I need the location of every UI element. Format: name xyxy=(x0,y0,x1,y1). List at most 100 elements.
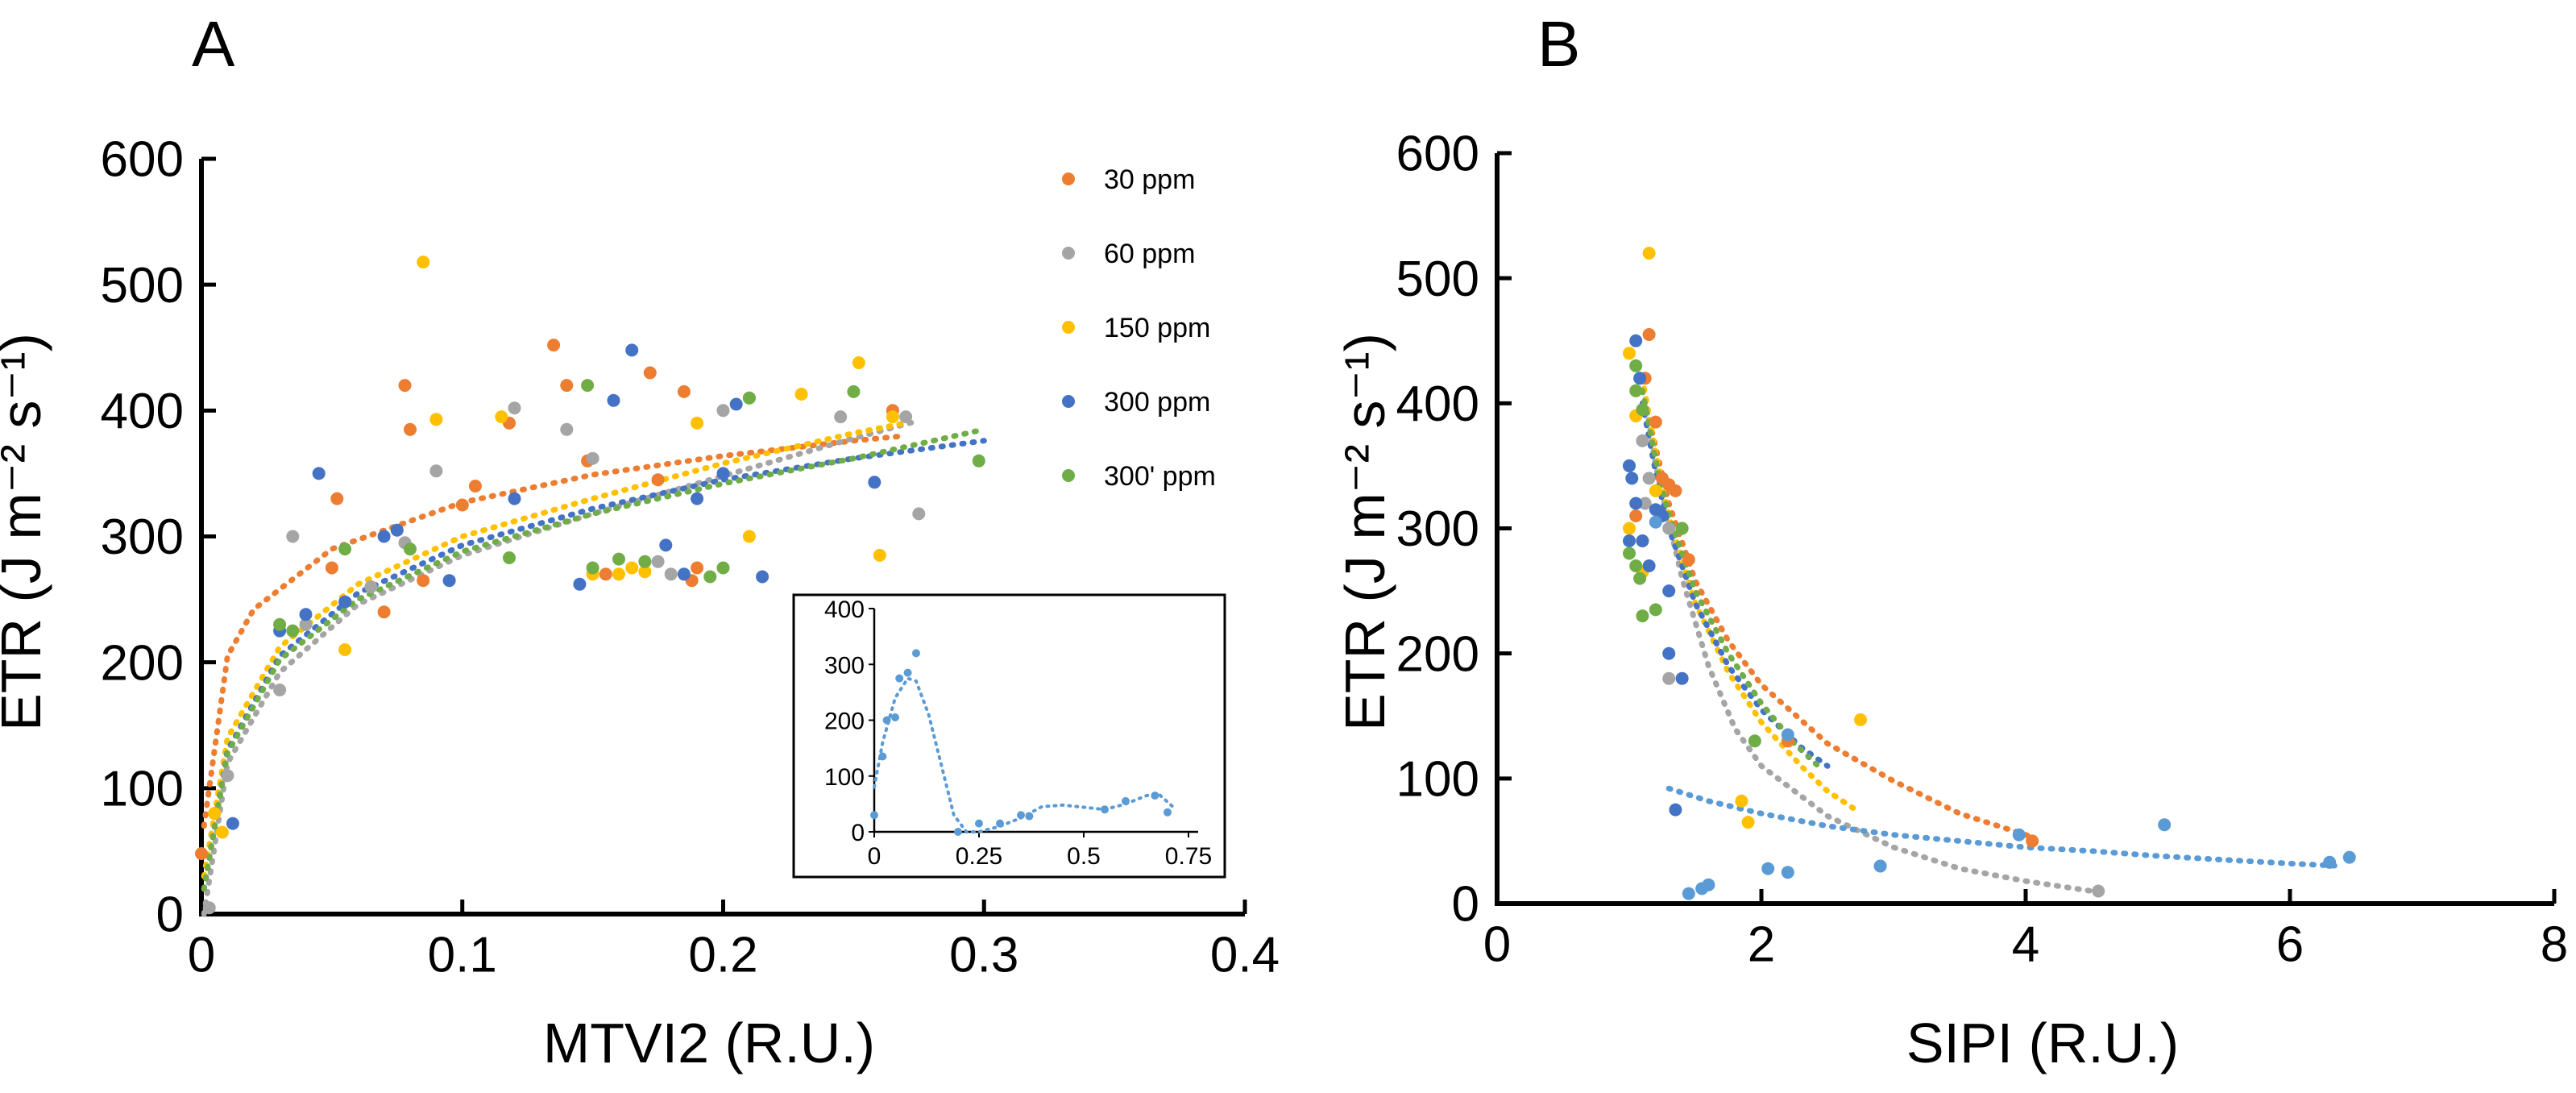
panel-a-point-300-ppm xyxy=(742,391,756,405)
panel-b-point-150-ppm xyxy=(1623,522,1636,535)
panel-a-point-300-ppm xyxy=(312,467,326,480)
panel-a-axes: 0 100 200 300 400 500 600 0 0.1 0.2 0.3 0.4 xyxy=(101,132,1280,983)
panel-b-point-series-5 xyxy=(1873,859,1887,873)
legend-label-30-ppm: 30 ppm xyxy=(1104,164,1195,195)
panel-a-point-60-ppm xyxy=(429,464,443,478)
panel-b-point-300-ppm xyxy=(1629,497,1643,510)
panel-a-point-30-ppm xyxy=(195,847,208,860)
panel-b-y-tick-label: 300 xyxy=(1396,501,1479,557)
panel-b-point-300-ppm xyxy=(1623,546,1636,560)
panel-a-y-tick-label: 600 xyxy=(101,132,184,188)
panel-b-y-tick-label: 200 xyxy=(1396,626,1479,682)
panel-b-x-tick-label: 0 xyxy=(1483,917,1511,973)
panel-b-point-series-5 xyxy=(2342,850,2356,864)
inset-point xyxy=(895,674,904,683)
panel-a-x-tick-label: 0 xyxy=(188,928,215,983)
panel-b-y-tick-label: 100 xyxy=(1396,752,1479,808)
panel-b-point-300-ppm xyxy=(1623,459,1636,472)
panel-a-point-150-ppm xyxy=(873,548,886,562)
legend-marker-300-ppm xyxy=(1062,469,1075,482)
panel-a-point-300-ppm xyxy=(659,538,673,552)
panel-a-point-30-ppm xyxy=(560,379,574,393)
panel-b-point-series-5 xyxy=(2012,828,2026,842)
panel-b-point-30-ppm xyxy=(1629,509,1643,522)
panel-b-y-tick-label: 500 xyxy=(1396,251,1479,307)
panel-b-point-60-ppm xyxy=(1662,522,1676,535)
panel-b-y-tick-label: 600 xyxy=(1396,127,1479,182)
panel-b-label: B xyxy=(1537,8,1580,80)
panel-a-point-300-ppm xyxy=(503,551,516,564)
panel-a-point-30-ppm xyxy=(691,561,704,575)
panel-b-point-300-ppm xyxy=(1669,803,1682,817)
panel-b-point-300-ppm xyxy=(1633,372,1647,385)
panel-a-point-30-ppm xyxy=(677,384,691,398)
panel-a-point-150-ppm xyxy=(417,256,430,269)
panel-a-y-tick-label: 400 xyxy=(101,384,184,439)
panel-a-point-300-ppm xyxy=(390,523,404,537)
inset-point xyxy=(1122,796,1130,805)
panel-a-point-300-ppm xyxy=(377,530,391,543)
legend-marker-300-ppm xyxy=(1062,395,1075,408)
panel-a-point-300-ppm xyxy=(226,817,239,830)
panel-b-x-tick-label: 4 xyxy=(2012,917,2039,973)
panel-b-point-300-ppm xyxy=(1642,559,1656,572)
inset-point xyxy=(975,819,983,828)
panel-a-point-300-ppm xyxy=(677,567,691,581)
panel-b-point-60-ppm xyxy=(1662,671,1676,685)
panel-b-fit-lines xyxy=(1639,375,2346,894)
panel-a-point-300-ppm xyxy=(716,561,730,575)
inset-x-tick-label: 0.5 xyxy=(1067,843,1101,870)
inset-fit-line xyxy=(873,676,1178,833)
inset-point xyxy=(903,668,912,677)
panel-a-point-30-ppm xyxy=(599,567,612,581)
panel-a-point-30-ppm xyxy=(325,561,338,575)
panel-a-point-300-ppm xyxy=(612,552,625,566)
panel-a-x-tick-label: 0.1 xyxy=(428,928,497,983)
panel-b-point-150-ppm xyxy=(1642,247,1656,260)
panel-b-point-150-ppm xyxy=(1741,816,1755,829)
panel-a-point-30-ppm xyxy=(417,574,430,588)
panel-a-label: A xyxy=(192,8,235,80)
panel-a-fit-line-150-ppm xyxy=(201,420,909,879)
panel-b-point-60-ppm xyxy=(1636,434,1649,447)
panel-b-point-300-ppm xyxy=(1629,384,1643,397)
panel-b-point-30-ppm xyxy=(1682,553,1695,567)
panel-a-point-30-ppm xyxy=(547,339,561,352)
panel-b-point-series-5 xyxy=(2323,855,2337,869)
panel-b-point-300-ppm xyxy=(1629,334,1643,347)
panel-b-point-series-5 xyxy=(2158,818,2172,832)
inset-point xyxy=(1101,805,1109,814)
legend-marker-150-ppm xyxy=(1062,321,1075,334)
inset-y-tick-label: 300 xyxy=(824,652,865,679)
panel-a-point-300-ppm xyxy=(691,492,704,505)
panel-a-point-60-ppm xyxy=(834,410,848,424)
panel-b-point-30-ppm xyxy=(1669,484,1682,497)
panel-a-point-300-ppm xyxy=(338,595,352,609)
panel-b-y-tick-label: 400 xyxy=(1396,376,1479,432)
panel-a-point-300-ppm xyxy=(638,555,652,568)
panel-a-point-150-ppm xyxy=(638,565,652,579)
inset-y-tick-label: 0 xyxy=(851,820,865,846)
inset-point xyxy=(882,716,891,725)
panel-a-y-tick-label: 300 xyxy=(101,509,184,565)
panel-a-point-300-ppm xyxy=(703,570,717,584)
panel-a-points xyxy=(195,256,985,915)
inset-point xyxy=(878,752,887,761)
panel-b: B ETR (J m⁻² s⁻¹) SIPI (R.U.) 0 100 200 300… xyxy=(1334,8,2568,1074)
panel-a-point-60-ppm xyxy=(221,769,234,783)
panel-b-point-300-ppm xyxy=(1675,522,1689,535)
panel-a-point-300-ppm xyxy=(607,393,620,407)
panel-a-point-60-ppm xyxy=(508,401,521,415)
inset-point xyxy=(1017,811,1025,820)
panel-b-point-300-ppm xyxy=(1633,571,1647,585)
panel-b-point-150-ppm xyxy=(1623,347,1636,360)
panel-a-legend: 30 ppm 60 ppm 150 ppm 300 ppm 300' ppm xyxy=(1062,164,1216,492)
panel-a-point-150-ppm xyxy=(215,825,229,839)
panel-b-point-series-5 xyxy=(1682,887,1695,900)
panel-b-point-series-5 xyxy=(1761,862,1775,875)
panel-a-point-300-ppm xyxy=(729,397,743,411)
panel-b-fit-line-300-ppm xyxy=(1639,388,1824,771)
panel-b-point-30-ppm xyxy=(1642,328,1656,341)
inset-point xyxy=(891,713,899,721)
